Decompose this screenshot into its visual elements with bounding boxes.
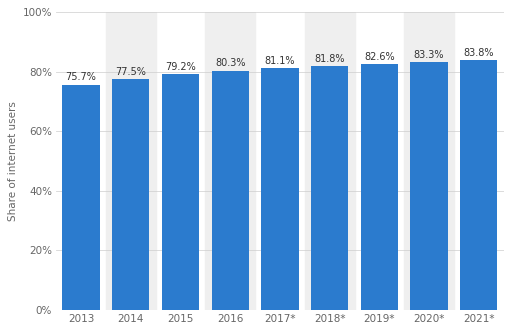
Text: 80.3%: 80.3% — [215, 58, 245, 68]
Bar — [211, 71, 249, 309]
Text: 83.8%: 83.8% — [463, 48, 494, 58]
Bar — [404, 12, 454, 309]
Bar — [62, 85, 100, 309]
Y-axis label: Share of internet users: Share of internet users — [8, 101, 18, 221]
Text: 81.1%: 81.1% — [265, 56, 295, 66]
Text: 77.5%: 77.5% — [115, 67, 146, 77]
Text: 82.6%: 82.6% — [364, 52, 395, 62]
Bar — [112, 79, 150, 309]
Bar — [460, 60, 498, 309]
Bar — [305, 12, 354, 309]
Bar — [361, 64, 398, 309]
Bar — [261, 68, 298, 309]
Text: 75.7%: 75.7% — [66, 72, 96, 82]
Bar — [411, 62, 447, 309]
Text: 83.3%: 83.3% — [414, 49, 444, 59]
Bar — [106, 12, 156, 309]
Bar — [162, 74, 199, 309]
Bar — [311, 66, 348, 309]
Text: 81.8%: 81.8% — [314, 54, 345, 64]
Bar — [205, 12, 255, 309]
Text: 79.2%: 79.2% — [165, 62, 196, 72]
